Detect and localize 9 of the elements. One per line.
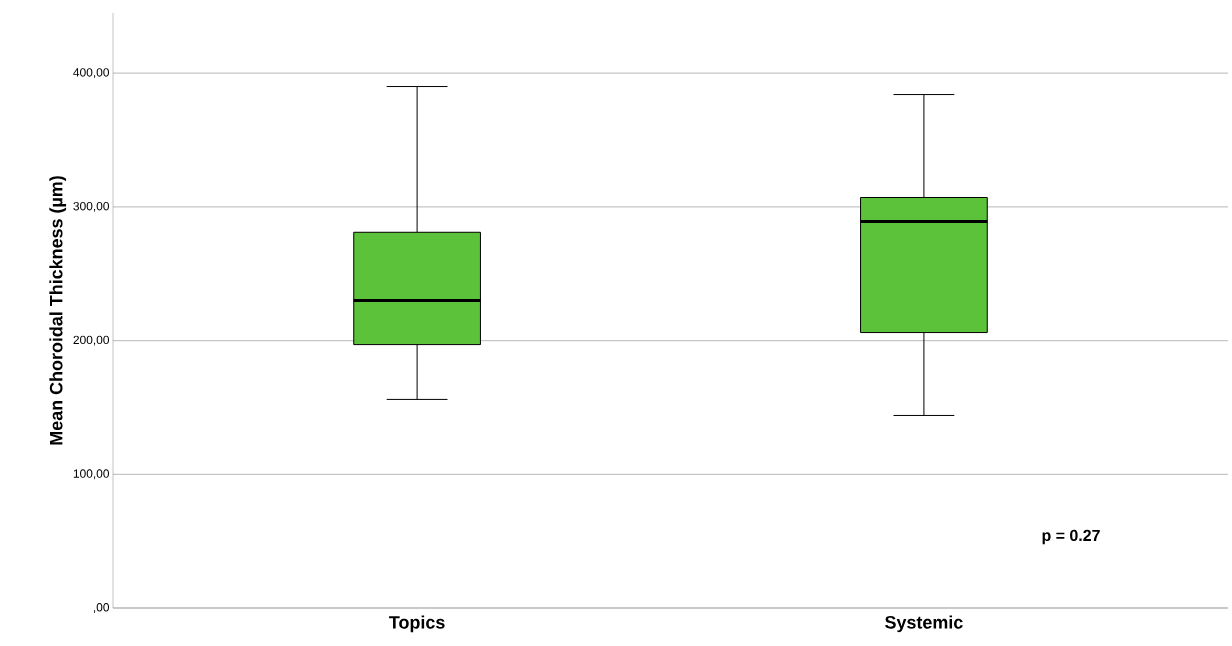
y-tick-label: 100,00 bbox=[73, 469, 110, 480]
x-tick-label: Topics bbox=[389, 615, 445, 633]
y-axis-title: Mean Choroidal Thickness (µm) bbox=[49, 176, 67, 445]
y-tick-label: ,00 bbox=[93, 603, 110, 613]
y-tick-label: 400,00 bbox=[73, 68, 110, 79]
y-tick-label: 200,00 bbox=[73, 335, 110, 346]
annotation: p = 0.27 bbox=[1042, 529, 1100, 545]
x-tick-label: Systemic bbox=[885, 615, 963, 633]
y-tick-label: 300,00 bbox=[73, 201, 110, 212]
